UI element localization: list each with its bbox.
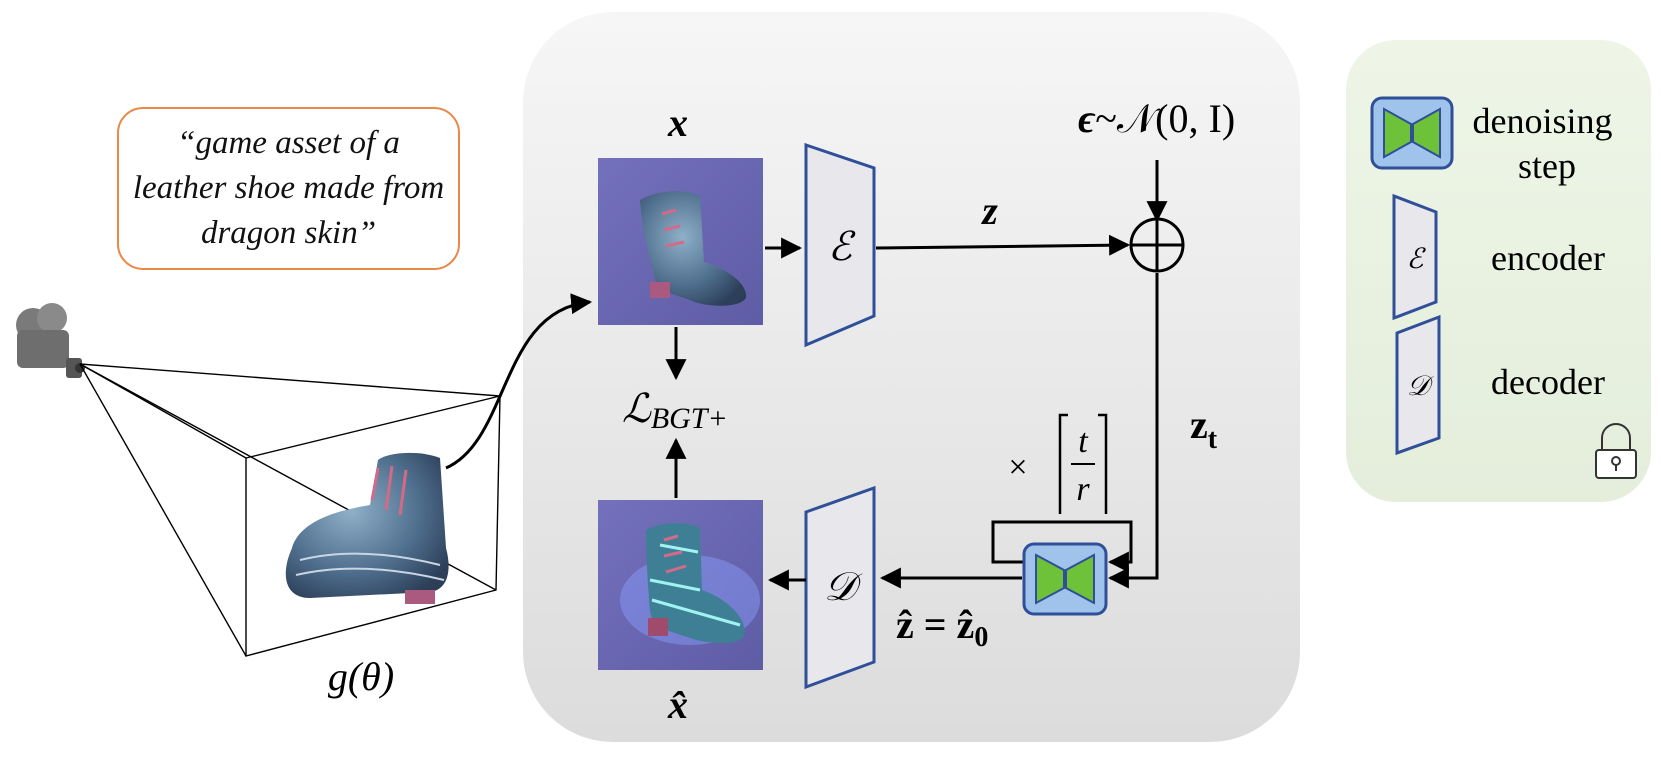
label-z-hat-sub: 0 [974,622,988,653]
legend-decoder-icon [1395,314,1441,456]
legend-encoder-icon [1392,193,1438,321]
legend-denoising-label: denoising step [1473,101,1622,186]
label-loss: ℒBGT+ [622,386,728,435]
label-loss-sub: BGT+ [651,402,728,435]
legend-denoising-line1: denoising [1473,101,1613,141]
label-noise: ϵ~𝒩(0, I) [1078,96,1235,141]
denoise-loop [991,520,1133,573]
label-noise-eps: ϵ [1078,96,1096,141]
label-z: z [980,188,998,233]
legend-denoising-line2: step [1518,146,1576,186]
label-x: x [667,100,688,145]
text-prompt: “game asset of a leather shoe made from … [132,125,445,251]
ceil-brackets [1058,413,1108,514]
label-z-t-sub: t [1208,424,1218,455]
legend-encoder-symbol: ℰ [1407,242,1427,275]
addition-node [1129,217,1185,273]
encoder-block [804,142,876,348]
input-image-x [598,158,763,325]
decoder-block [804,485,876,690]
legend-denoise-icon [1370,96,1454,170]
reconstructed-image-x-hat [598,500,763,670]
label-noise-dist: ~𝒩(0, I) [1095,96,1235,141]
label-z-t: zt [1190,402,1218,455]
label-g-theta: g(θ) [328,654,394,699]
rendered-shoe-image [285,452,449,604]
label-loss-symbol: ℒ [622,386,652,431]
legend-decoder-label: decoder [1491,362,1605,402]
label-z-hat-eq: ẑ = ẑ0 [896,602,988,653]
label-ceil-t: t [1078,423,1089,460]
legend-encoder-label: encoder [1491,238,1605,278]
encoder-to-plus-arrow [875,234,1131,256]
camera-icon [16,303,85,378]
render-to-x-arrow [445,293,593,470]
label-times: × [1008,449,1027,486]
lock-icon [1595,423,1637,479]
label-z-hat-eq-main: ẑ = ẑ [896,602,974,647]
label-x-hat: x̂ [667,682,688,727]
encoder-symbol: ℰ [828,224,856,270]
denoising-step-block [1022,542,1108,616]
text-prompt-box: “game asset of a leather shoe made from … [117,107,460,270]
label-z-t-base: z [1190,402,1208,447]
label-ceil-r: r [1076,471,1090,508]
zt-to-denoise-arrow [1107,273,1159,589]
